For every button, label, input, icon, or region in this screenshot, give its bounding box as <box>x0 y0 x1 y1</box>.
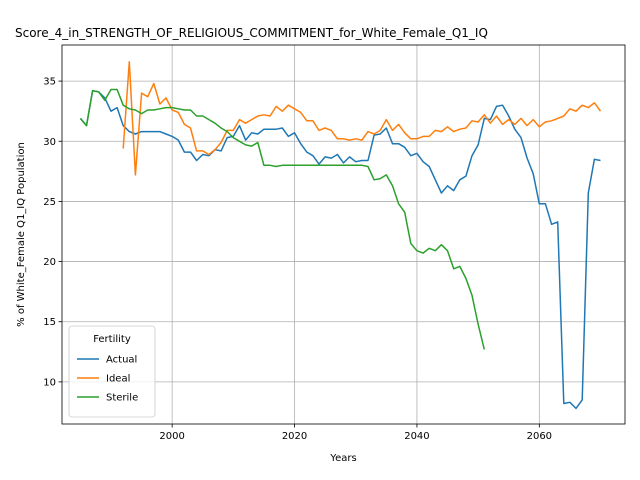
series-line-actual <box>79 89 601 410</box>
series-line-sterile <box>79 88 486 350</box>
x-tick-label: 2020 <box>282 431 307 442</box>
x-tick-label: 2040 <box>404 431 429 442</box>
legend-label-ideal: Ideal <box>106 374 130 385</box>
plot-frame <box>61 44 626 425</box>
legend-label-sterile: Sterile <box>106 393 138 404</box>
x-tick-label: 2060 <box>527 431 552 442</box>
series-line-ideal <box>122 61 602 176</box>
legend-label-actual: Actual <box>106 355 137 366</box>
y-tick-label: 15 <box>43 317 56 328</box>
legend-box <box>68 325 156 418</box>
y-tick-label: 20 <box>43 257 56 268</box>
y-axis-label: % of White_Female Q1_IQ Population <box>16 142 27 327</box>
series-lines <box>79 61 602 410</box>
y-tick-label: 35 <box>43 77 56 88</box>
grid <box>62 45 625 424</box>
y-tick-label: 30 <box>43 137 56 148</box>
y-tick-label: 25 <box>43 197 56 208</box>
chart-title: Score_4_in_STRENGTH_OF_RELIGIOUS_COMMITM… <box>15 26 488 40</box>
x-axis-label: Years <box>329 453 356 464</box>
x-tick-label: 2000 <box>159 431 184 442</box>
legend: Fertility Actual Ideal Sterile <box>68 325 156 418</box>
y-tick-label: 10 <box>43 377 56 388</box>
axis-ticks: 2000 2020 2040 2060 10 15 20 25 30 35 <box>43 77 552 442</box>
legend-title: Fertility <box>93 334 131 345</box>
